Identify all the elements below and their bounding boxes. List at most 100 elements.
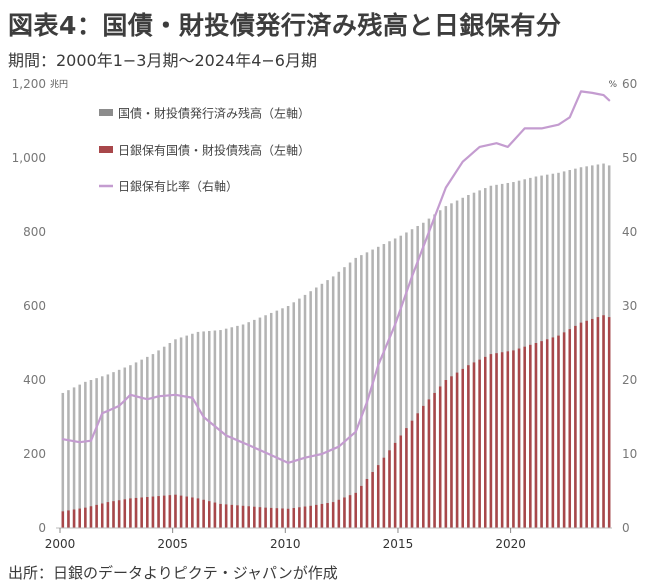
boj-holdings-bar bbox=[241, 505, 245, 528]
outstanding-bar bbox=[89, 380, 93, 528]
x-axis-tick-label: 2000 bbox=[45, 537, 76, 551]
outstanding-bar bbox=[309, 291, 312, 528]
left-axis-tick-label: 600 bbox=[23, 299, 46, 313]
boj-holdings-bar bbox=[185, 496, 188, 528]
outstanding-bar bbox=[303, 294, 307, 528]
right-axis-tick-label: 10 bbox=[622, 447, 637, 461]
boj-holdings-bar bbox=[591, 318, 594, 528]
legend-label: 日銀保有比率（右軸） bbox=[118, 179, 238, 194]
boj-holdings-bar bbox=[523, 346, 526, 528]
boj-holdings-bar bbox=[365, 478, 369, 528]
boj-holdings-bar bbox=[168, 495, 172, 528]
outstanding-bar bbox=[219, 330, 222, 528]
boj-holdings-bar bbox=[89, 506, 93, 528]
boj-holdings-bar bbox=[117, 500, 121, 528]
boj-holdings-bar bbox=[84, 507, 87, 528]
boj-holdings-bar bbox=[500, 352, 504, 528]
boj-holdings-bar bbox=[360, 485, 363, 528]
outstanding-bar bbox=[196, 331, 200, 528]
boj-holdings-bar bbox=[534, 343, 538, 528]
outstanding-bar bbox=[275, 310, 279, 529]
outstanding-bar bbox=[61, 392, 65, 528]
boj-holdings-bar bbox=[213, 502, 217, 528]
outstanding-bar bbox=[376, 246, 380, 529]
boj-holdings-bar bbox=[579, 322, 583, 528]
boj-holdings-bar bbox=[602, 315, 605, 528]
outstanding-bar bbox=[100, 376, 104, 528]
outstanding-bar bbox=[455, 200, 459, 529]
outstanding-bar bbox=[292, 302, 296, 528]
outstanding-bar bbox=[343, 267, 346, 528]
outstanding-bar bbox=[382, 244, 386, 528]
boj-holdings-bar bbox=[264, 507, 267, 528]
boj-holdings-bar bbox=[253, 506, 256, 528]
boj-holdings-bar bbox=[202, 499, 205, 528]
boj-holdings-bar bbox=[574, 325, 577, 528]
outstanding-bar bbox=[269, 312, 273, 528]
outstanding-bar bbox=[450, 203, 453, 528]
legend-swatch bbox=[99, 109, 113, 116]
boj-holdings-bar bbox=[354, 492, 357, 528]
outstanding-bar bbox=[129, 365, 132, 528]
boj-holdings-bar bbox=[61, 511, 65, 528]
boj-holdings-bar bbox=[382, 457, 386, 528]
outstanding-bar bbox=[224, 328, 228, 528]
outstanding-bar bbox=[253, 319, 256, 529]
boj-holdings-bar bbox=[410, 420, 414, 528]
outstanding-bar bbox=[134, 362, 138, 528]
legend: 国債・財投債発行済み残高（左軸） 日銀保有国債・財投債残高（左軸） 日銀保有比率（右… bbox=[99, 106, 310, 194]
outstanding-bar bbox=[179, 337, 183, 528]
boj-holdings-bar bbox=[461, 368, 464, 528]
outstanding-bar bbox=[84, 381, 87, 528]
outstanding-bar bbox=[174, 339, 177, 528]
boj-holdings-bar bbox=[303, 506, 307, 528]
outstanding-bar bbox=[461, 197, 464, 528]
boj-holdings-bar bbox=[376, 465, 380, 528]
boj-holdings-bar bbox=[472, 362, 476, 528]
chart-period: 期間：2000年1−3月期～2024年4−6月期 bbox=[8, 51, 317, 70]
boj-holdings-bar bbox=[112, 501, 115, 528]
boj-holdings-bar bbox=[484, 356, 487, 529]
outstanding-bar bbox=[185, 335, 188, 528]
x-axis-tick-label: 2015 bbox=[383, 537, 414, 551]
outstanding-bar bbox=[162, 346, 166, 528]
legend-swatch bbox=[99, 146, 113, 153]
x-axis-tick-label: 2020 bbox=[495, 537, 526, 551]
boj-holdings-bar bbox=[129, 498, 132, 528]
right-axis-tick-label: 50 bbox=[622, 151, 637, 165]
outstanding-bar bbox=[427, 218, 431, 528]
boj-holdings-bar bbox=[388, 450, 391, 528]
outstanding-bar bbox=[472, 192, 476, 528]
legend-label: 国債・財投債発行済み残高（左軸） bbox=[118, 106, 310, 121]
boj-holdings-bar bbox=[196, 498, 200, 528]
boj-holdings-bar bbox=[224, 504, 228, 528]
left-axis-unit: 兆円 bbox=[50, 79, 68, 90]
boj-holdings-bar bbox=[95, 504, 98, 529]
right-axis-tick-label: 60 bbox=[622, 77, 637, 91]
outstanding-bar bbox=[123, 367, 127, 528]
outstanding-bar bbox=[67, 390, 70, 528]
boj-holdings-bar bbox=[179, 495, 183, 529]
outstanding-bar bbox=[117, 369, 121, 528]
outstanding-bar bbox=[422, 222, 425, 528]
outstanding-bar bbox=[258, 317, 262, 528]
outstanding-bar bbox=[202, 331, 205, 528]
boj-holdings-bar bbox=[478, 359, 481, 528]
outstanding-bar bbox=[438, 210, 442, 528]
boj-holdings-bar bbox=[236, 505, 239, 528]
outstanding-bar bbox=[365, 252, 369, 528]
x-axis-tick-label: 2005 bbox=[157, 537, 188, 551]
boj-holdings-bar bbox=[151, 496, 155, 528]
outstanding-bar bbox=[78, 384, 81, 529]
outstanding-bar bbox=[241, 324, 245, 528]
outstanding-bar bbox=[444, 206, 448, 528]
boj-holdings-bar bbox=[106, 502, 110, 528]
boj-holdings-bar bbox=[467, 365, 470, 528]
boj-holdings-bar bbox=[157, 496, 160, 528]
boj-holdings-bar bbox=[585, 320, 588, 528]
outstanding-bar bbox=[371, 249, 374, 528]
outstanding-bar bbox=[281, 308, 284, 528]
outstanding-bar bbox=[348, 262, 352, 528]
boj-holdings-bar bbox=[331, 502, 335, 528]
